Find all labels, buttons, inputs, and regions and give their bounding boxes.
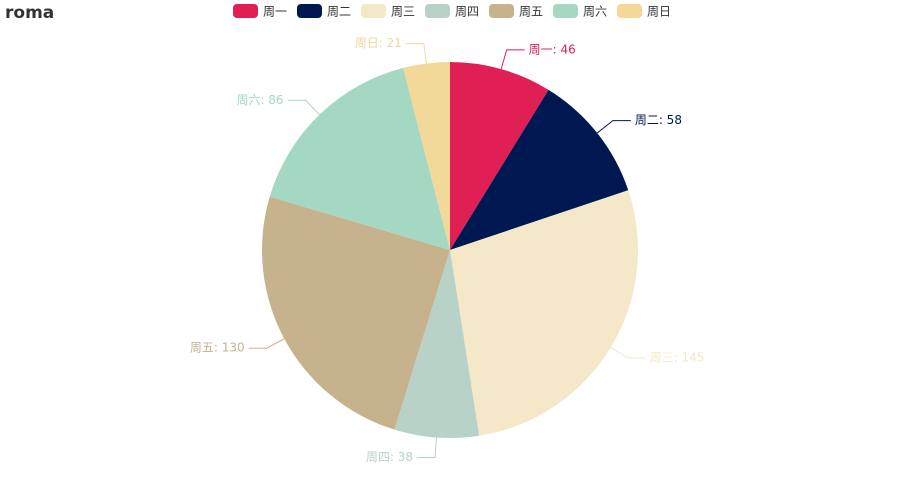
label-line xyxy=(287,99,320,116)
label-line xyxy=(405,43,427,64)
legend-swatch[interactable] xyxy=(361,4,386,18)
legend-swatch[interactable] xyxy=(425,4,450,18)
legend-swatch[interactable] xyxy=(489,4,514,18)
legend-label[interactable]: 周六 xyxy=(583,5,607,19)
legend-label[interactable]: 周五 xyxy=(519,5,543,19)
legend-label[interactable]: 周一 xyxy=(263,5,287,19)
data-label: 周三: 145 xyxy=(650,350,705,364)
legend-label[interactable]: 周三 xyxy=(391,5,415,19)
label-line xyxy=(596,120,631,134)
chart-title: roma xyxy=(5,3,54,23)
label-line xyxy=(248,338,285,349)
legend-label[interactable]: 周四 xyxy=(455,5,479,19)
pie-slice[interactable] xyxy=(450,190,638,436)
legend-swatch[interactable] xyxy=(553,4,578,18)
legend-label[interactable]: 周二 xyxy=(327,5,351,19)
data-label: 周二: 58 xyxy=(635,113,682,127)
legend-swatch[interactable] xyxy=(233,4,258,18)
label-line xyxy=(610,347,646,359)
pie-slice[interactable] xyxy=(450,62,549,250)
legend-swatch[interactable] xyxy=(617,4,642,18)
data-label: 周日: 21 xyxy=(355,36,402,50)
data-label: 周五: 130 xyxy=(190,341,245,355)
pie-slice[interactable] xyxy=(262,196,450,430)
pie-slice[interactable] xyxy=(403,62,450,250)
legend-swatch[interactable] xyxy=(297,4,322,18)
pie-slice[interactable] xyxy=(450,89,629,250)
label-line xyxy=(417,437,437,458)
legend-label[interactable]: 周日 xyxy=(647,5,671,19)
pie-slice[interactable] xyxy=(394,250,480,438)
data-label: 周四: 38 xyxy=(366,450,413,464)
pie-slice[interactable] xyxy=(269,67,450,251)
label-line xyxy=(500,49,525,70)
data-label: 周六: 86 xyxy=(236,93,283,107)
data-label: 周一: 46 xyxy=(529,42,576,56)
